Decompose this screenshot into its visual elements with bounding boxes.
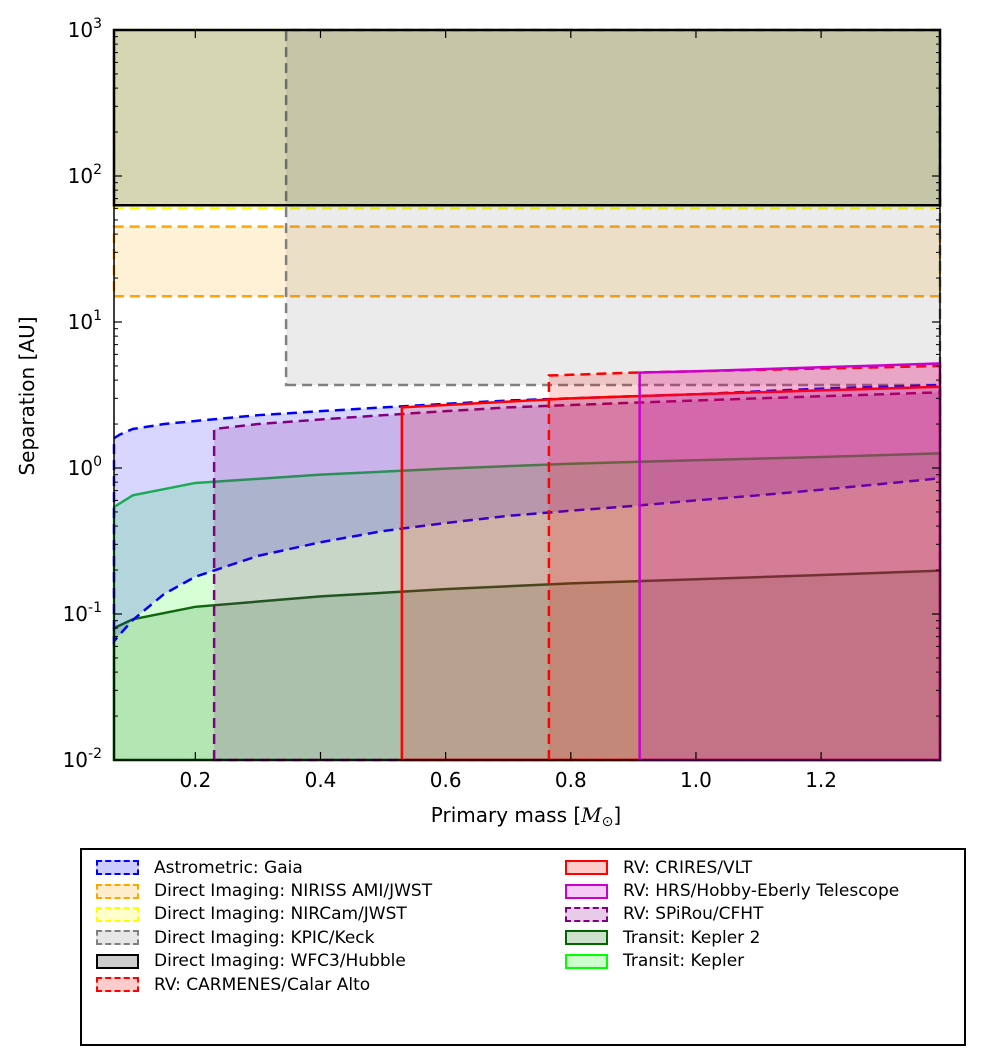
legend-swatch [565, 930, 608, 946]
direct-imaging-wfc3-hubble-area [114, 30, 940, 206]
astrometric-gaia-outline [112, 383, 942, 645]
legend-swatch [96, 906, 139, 922]
legend-item-transit-kepler-2: Transit: Kepler 2 [565, 926, 899, 949]
legend-swatch [96, 883, 139, 899]
rv-crires-vlt-area [401, 386, 940, 760]
legend-item-direct-imaging-wfc3-hubble: Direct Imaging: WFC3/Hubble [96, 950, 432, 973]
x-tick-label: 0.8 [555, 768, 587, 792]
transit-kepler-2-area [114, 570, 940, 760]
legend: Astrometric: Gaia Direct Imaging: NIRISS … [80, 848, 966, 1046]
legend-label: Astrometric: Gaia [154, 857, 303, 878]
legend-column-right: RV: CRIRES/VLT RV: HRS/Hobby-Eberly Teles… [565, 856, 899, 973]
direct-imaging-nircam-jwst-area [114, 30, 940, 209]
rv-hrs-hobby-eberly-telescope-area [639, 363, 940, 760]
legend-label: Direct Imaging: NIRCam/JWST [154, 904, 407, 925]
x-tick-label: 0.2 [179, 768, 211, 792]
x-axis-label-sub: ⊙ [602, 814, 614, 830]
rv-carmenes-calar-alto-area [548, 365, 940, 760]
y-tick-label: 10-1 [63, 600, 102, 626]
rv-spirou-cfht-area [214, 392, 940, 760]
legend-item-direct-imaging-kpic-keck: Direct Imaging: KPIC/Keck [96, 926, 432, 949]
y-tick-label: 10-2 [63, 746, 102, 772]
transit-kepler-area [114, 453, 940, 760]
legend-label: Transit: Kepler [623, 951, 745, 972]
legend-swatch [565, 860, 608, 876]
legend-label: Direct Imaging: NIRISS AMI/JWST [154, 881, 433, 902]
rv-spirou-cfht-outline [212, 391, 942, 762]
y-axis-label: Separation [AU] [15, 316, 39, 475]
legend-swatch [96, 953, 139, 969]
x-axis-label-main: Primary mass [ [431, 803, 581, 827]
legend-column-left: Astrometric: Gaia Direct Imaging: NIRISS … [96, 856, 432, 996]
legend-item-astrometric-gaia: Astrometric: Gaia [96, 856, 432, 879]
x-axis-label-symbol: M [580, 803, 602, 827]
legend-label: RV: CRIRES/VLT [623, 857, 753, 878]
y-tick-label: 100 [68, 454, 102, 480]
detection-limits-chart: 0.2 0.4 0.6 0.8 1.0 1.2 10-2 10-1 100 101 102 103 P… [15, 16, 942, 830]
direct-imaging-niriss-ami-jwst-area [114, 226, 940, 297]
plot-frame [113, 29, 941, 761]
x-tick-label: 1.2 [805, 768, 837, 792]
legend-item-transit-kepler: Transit: Kepler [565, 950, 899, 973]
x-tick-label: 0.4 [305, 768, 337, 792]
legend-item-rv-carmenes-calar-alto: RV: CARMENES/Calar Alto [96, 973, 432, 996]
legend-swatch [565, 953, 608, 969]
legend-item-direct-imaging-nircam-jwst: Direct Imaging: NIRCam/JWST [96, 903, 432, 926]
legend-item-rv-crires-vlt: RV: CRIRES/VLT [565, 856, 899, 879]
plot-area [112, 28, 942, 762]
legend-label: Direct Imaging: KPIC/Keck [154, 927, 375, 948]
legend-swatch [565, 906, 608, 922]
x-axis-label-end: ] [613, 803, 621, 827]
x-tick-label: 0.6 [430, 768, 462, 792]
legend-swatch [565, 883, 608, 899]
legend-swatch [96, 977, 139, 993]
legend-swatch [96, 930, 139, 946]
legend-swatch [96, 860, 139, 876]
legend-label: Transit: Kepler 2 [623, 927, 761, 948]
y-tick-label: 101 [68, 308, 102, 334]
y-tick-label: 103 [68, 16, 102, 42]
direct-imaging-kpic-keck-area [286, 30, 940, 386]
legend-label: RV: HRS/Hobby-Eberly Telescope [623, 881, 900, 902]
legend-label: RV: SPiRou/CFHT [623, 904, 764, 925]
axes: 0.2 0.4 0.6 0.8 1.0 1.2 10-2 10-1 100 101 102 103 [63, 16, 941, 792]
legend-item-rv-spirou-cfht: RV: SPiRou/CFHT [565, 903, 899, 926]
legend-item-rv-hrs-hobby-eberly-telescope: RV: HRS/Hobby-Eberly Telescope [565, 879, 899, 902]
x-axis-label: Primary mass [M⊙] [431, 803, 621, 830]
legend-label: Direct Imaging: WFC3/Hubble [154, 951, 406, 972]
legend-item-direct-imaging-niriss-ami-jwst: Direct Imaging: NIRISS AMI/JWST [96, 879, 432, 902]
legend-label: RV: CARMENES/Calar Alto [154, 974, 371, 995]
x-tick-label: 1.0 [680, 768, 712, 792]
y-tick-label: 102 [68, 162, 102, 188]
